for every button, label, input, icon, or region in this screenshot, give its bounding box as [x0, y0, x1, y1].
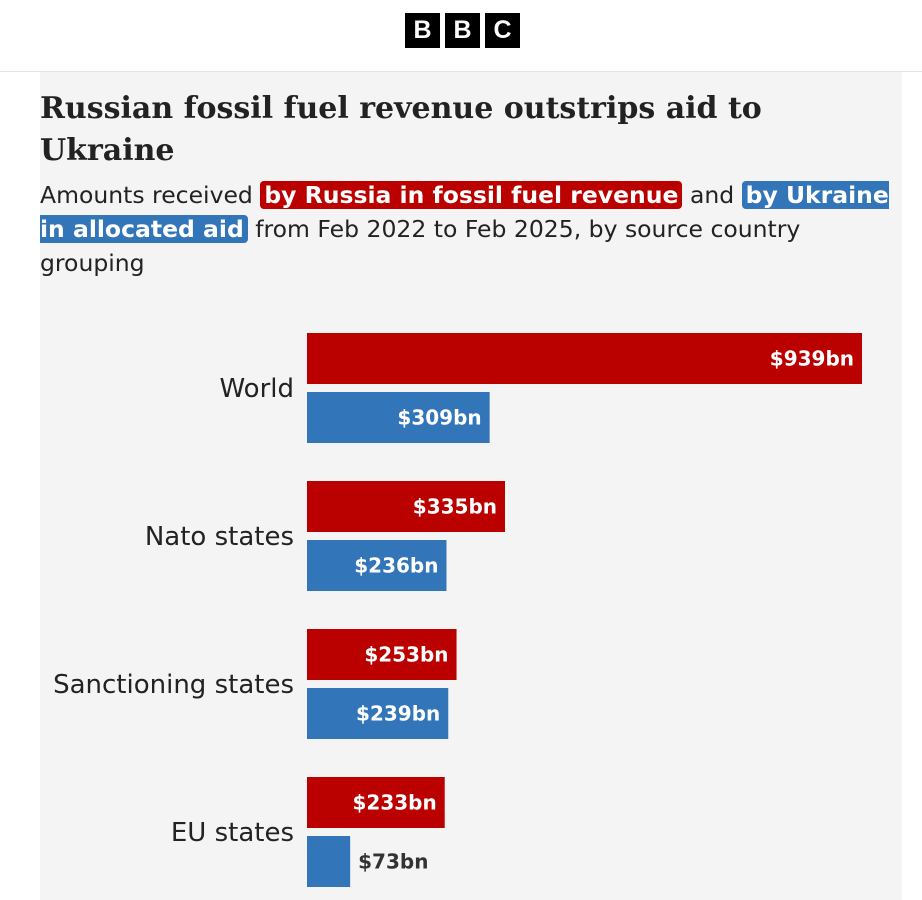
subtitle-text: from Feb 2022 to Feb 2025, by source cou… [40, 215, 801, 277]
bar-ukraine [307, 540, 447, 591]
data-label: $236bn [354, 554, 438, 578]
data-label: $233bn [352, 791, 436, 815]
chart-title: Russian fossil fuel revenue outstrips ai… [40, 91, 762, 168]
logo-letter: B [405, 13, 440, 48]
category-label: World [219, 374, 294, 404]
bar-russia [307, 629, 457, 680]
bar-russia [307, 333, 862, 384]
data-label: $309bn [397, 406, 481, 430]
data-label: $73bn [358, 850, 428, 874]
data-label: $335bn [413, 495, 497, 519]
category-label: EU states [171, 818, 294, 848]
bar-russia [307, 777, 445, 828]
legend-russia: by Russia in fossil fuel revenue [260, 181, 683, 209]
chart-subtitle: Amounts received by Russia in fossil fue… [40, 178, 890, 280]
bar-ukraine [307, 392, 490, 443]
bar-ukraine [307, 688, 449, 739]
site-header: B B C [0, 0, 922, 72]
data-label: $939bn [770, 347, 854, 371]
bar-russia [307, 481, 506, 532]
category-label: Nato states [145, 522, 294, 552]
subtitle-text: and [682, 181, 742, 209]
bar-ukraine [307, 836, 351, 887]
subtitle-text: Amounts received [40, 181, 261, 209]
data-label: $253bn [364, 643, 448, 667]
bbc-logo[interactable]: B B C [405, 13, 520, 48]
logo-letter: C [485, 13, 520, 48]
logo-letter: B [445, 13, 480, 48]
category-label: Sanctioning states [53, 670, 294, 700]
data-label: $239bn [356, 702, 440, 726]
